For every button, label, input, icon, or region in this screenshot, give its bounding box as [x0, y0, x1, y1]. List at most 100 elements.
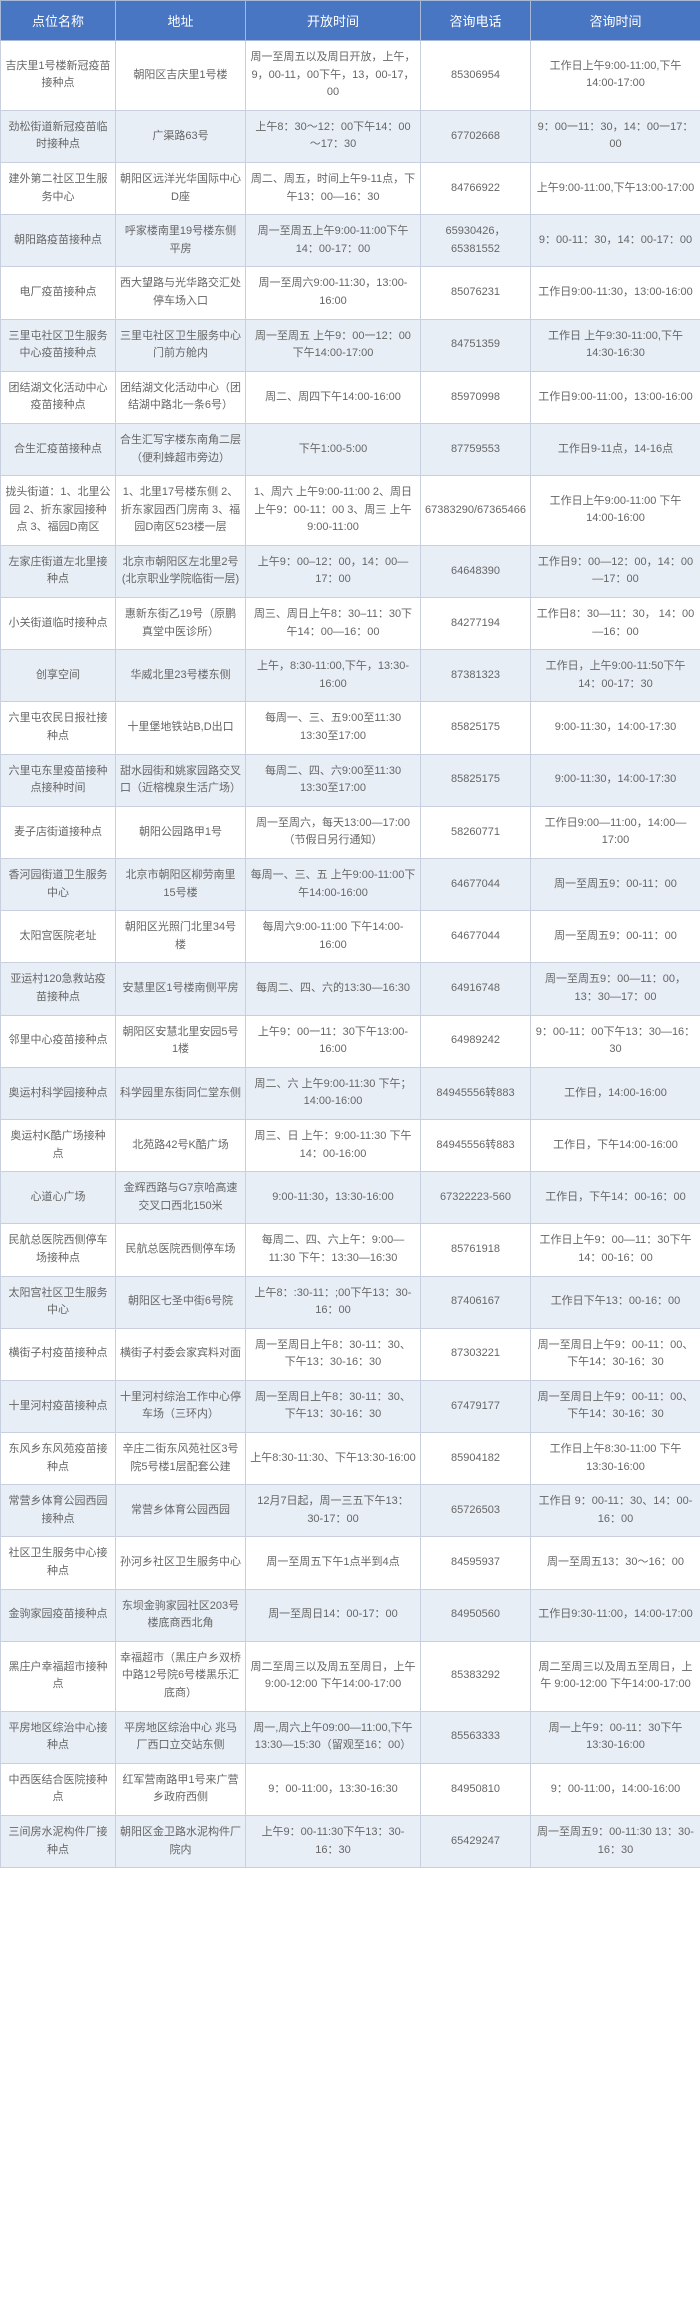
cell-4: 工作日9-11点，14-16点	[531, 423, 700, 475]
cell-0: 电厂疫苗接种点	[1, 267, 116, 319]
cell-1: 横街子村委会家宾料对面	[116, 1328, 246, 1380]
cell-3: 84766922	[421, 162, 531, 214]
cell-3: 67702668	[421, 110, 531, 162]
cell-1: 三里屯社区卫生服务中心门前方舱内	[116, 319, 246, 371]
cell-0: 合生汇疫苗接种点	[1, 423, 116, 475]
cell-0: 团结湖文化活动中心疫苗接种点	[1, 371, 116, 423]
cell-3: 84945556转883	[421, 1119, 531, 1171]
cell-1: 安慧里区1号楼南侧平房	[116, 963, 246, 1015]
table-row: 建外第二社区卫生服务中心朝阳区远洋光华国际中心D座周二、周五，时间上午9-11点…	[1, 162, 700, 214]
cell-4: 周一至周五9：00-11：00	[531, 859, 700, 911]
cell-1: 广渠路63号	[116, 110, 246, 162]
cell-0: 十里河村疫苗接种点	[1, 1380, 116, 1432]
cell-1: 北苑路42号K酷广场	[116, 1119, 246, 1171]
column-header-4: 咨询时间	[531, 1, 700, 41]
cell-4: 周一至周日上午9：00-11：00、下午14：30-16：30	[531, 1328, 700, 1380]
cell-0: 吉庆里1号楼新冠疫苗接种点	[1, 41, 116, 111]
cell-0: 劲松街道新冠疫苗临时接种点	[1, 110, 116, 162]
cell-2: 周三、周日上午8：30–11：30下午14：00—16：00	[246, 598, 421, 650]
cell-0: 三里屯社区卫生服务中心疫苗接种点	[1, 319, 116, 371]
table-row: 中西医结合医院接种点红军营南路甲1号来广营乡政府西侧9：00-11:00，13:…	[1, 1763, 700, 1815]
cell-2: 上午9：00–12：00，14：00—17：00	[246, 545, 421, 597]
cell-0: 黑庄户幸福超市接种点	[1, 1641, 116, 1711]
cell-0: 朝阳路疫苗接种点	[1, 215, 116, 267]
cell-1: 朝阳区吉庆里1号楼	[116, 41, 246, 111]
cell-4: 工作日，下午14:00-16:00	[531, 1119, 700, 1171]
cell-3: 87303221	[421, 1328, 531, 1380]
cell-2: 周一至周五 上午9：00一12：00下午14:00-17:00	[246, 319, 421, 371]
cell-1: 朝阳区安慧北里安园5号1楼	[116, 1015, 246, 1067]
table-row: 奥运村K酷广场接种点北苑路42号K酷广场周三、日 上午：9:00-11:30 下…	[1, 1119, 700, 1171]
cell-4: 9:00-11:30，14:00-17:30	[531, 702, 700, 754]
cell-2: 每周二、四、六上午：9:00—11:30 下午：13:30—16:30	[246, 1224, 421, 1276]
cell-1: 甜水园街和姚家园路交叉口（近榕槐泉生活广场）	[116, 754, 246, 806]
table-row: 六里屯东里疫苗接种点接种时间甜水园街和姚家园路交叉口（近榕槐泉生活广场）每周二、…	[1, 754, 700, 806]
cell-3: 85761918	[421, 1224, 531, 1276]
cell-0: 邻里中心疫苗接种点	[1, 1015, 116, 1067]
cell-0: 太阳宫医院老址	[1, 911, 116, 963]
table-row: 金驹家园疫苗接种点东坝金驹家园社区203号楼底商西北角周一至周日14：00-17…	[1, 1589, 700, 1641]
cell-3: 85904182	[421, 1433, 531, 1485]
cell-2: 9:00-11:30，13:30-16:00	[246, 1172, 421, 1224]
cell-3: 85825175	[421, 754, 531, 806]
cell-4: 周二至周三以及周五至周日，上午 9:00-12:00 下午14:00-17:00	[531, 1641, 700, 1711]
cell-0: 六里屯东里疫苗接种点接种时间	[1, 754, 116, 806]
cell-0: 三间房水泥构件厂接种点	[1, 1815, 116, 1867]
cell-2: 周二、周五，时间上午9-11点，下午13：00—16：30	[246, 162, 421, 214]
cell-4: 9：00-11:00，14:00-16:00	[531, 1763, 700, 1815]
cell-2: 上午8:30-11:30、下午13:30-16:00	[246, 1433, 421, 1485]
table-row: 左家庄街道左北里接种点北京市朝阳区左北里2号(北京职业学院临街一层)上午9：00…	[1, 545, 700, 597]
table-row: 麦子店街道接种点朝阳公园路甲1号周一至周六，每天13:00—17:00（节假日另…	[1, 806, 700, 858]
cell-1: 北京市朝阳区左北里2号(北京职业学院临街一层)	[116, 545, 246, 597]
cell-3: 65726503	[421, 1485, 531, 1537]
cell-3: 64677044	[421, 859, 531, 911]
cell-0: 横街子村疫苗接种点	[1, 1328, 116, 1380]
table-header: 点位名称地址开放时间咨询电话咨询时间	[1, 1, 700, 41]
cell-3: 64916748	[421, 963, 531, 1015]
cell-2: 周一,周六上午09:00—11:00,下午13:30—15:30（留观至16：0…	[246, 1711, 421, 1763]
cell-2: 下午1:00-5:00	[246, 423, 421, 475]
cell-1: 十里堡地铁站B,D出口	[116, 702, 246, 754]
cell-0: 社区卫生服务中心接种点	[1, 1537, 116, 1589]
table-row: 朝阳路疫苗接种点呼家楼南里19号楼东侧平房周一至周五上午9:00-11:00下午…	[1, 215, 700, 267]
cell-4: 工作日 上午9:30-11:00,下午14:30-16:30	[531, 319, 700, 371]
cell-3: 64989242	[421, 1015, 531, 1067]
cell-0: 心道心广场	[1, 1172, 116, 1224]
cell-4: 工作日 9：00-11：30、14：00-16：00	[531, 1485, 700, 1537]
table-row: 劲松街道新冠疫苗临时接种点广渠路63号上午8：30～12：00下午14：00～1…	[1, 110, 700, 162]
cell-1: 孙河乡社区卫生服务中心	[116, 1537, 246, 1589]
cell-0: 六里屯农民日报社接种点	[1, 702, 116, 754]
cell-4: 工作日9：00—12：00，14：00—17：00	[531, 545, 700, 597]
cell-2: 12月7日起，周一三五下午13：30-17：00	[246, 1485, 421, 1537]
cell-4: 周一至周五9：00-11：00	[531, 911, 700, 963]
cell-4: 工作日9:00—11:00，14:00—17:00	[531, 806, 700, 858]
cell-3: 85306954	[421, 41, 531, 111]
table-row: 三里屯社区卫生服务中心疫苗接种点三里屯社区卫生服务中心门前方舱内周一至周五 上午…	[1, 319, 700, 371]
cell-3: 87759553	[421, 423, 531, 475]
cell-4: 上午9:00-11:00,下午13:00-17:00	[531, 162, 700, 214]
cell-4: 周一至周五9：00—11：00，13：30—17：00	[531, 963, 700, 1015]
cell-3: 87381323	[421, 650, 531, 702]
table-row: 合生汇疫苗接种点合生汇写字楼东南角二层（便利蜂超市旁边）下午1:00-5:008…	[1, 423, 700, 475]
cell-2: 周三、日 上午：9:00-11:30 下午14：00-16:00	[246, 1119, 421, 1171]
cell-1: 呼家楼南里19号楼东侧平房	[116, 215, 246, 267]
cell-0: 民航总医院西侧停车场接种点	[1, 1224, 116, 1276]
cell-3: 85076231	[421, 267, 531, 319]
table-row: 太阳宫社区卫生服务中心朝阳区七圣中街6号院上午8：:30-11：;00下午13：…	[1, 1276, 700, 1328]
cell-0: 小关街道临时接种点	[1, 598, 116, 650]
cell-2: 上午9：00一11：30下午13:00-16:00	[246, 1015, 421, 1067]
cell-1: 朝阳区金卫路水泥构件厂院内	[116, 1815, 246, 1867]
table-body: 吉庆里1号楼新冠疫苗接种点朝阳区吉庆里1号楼周一至周五以及周日开放，上午，9，0…	[1, 41, 700, 1868]
cell-2: 周一至周日上午8：30-11：30、下午13：30-16：30	[246, 1328, 421, 1380]
cell-3: 67479177	[421, 1380, 531, 1432]
cell-2: 周一至周日上午8：30-11：30、下午13：30-16：30	[246, 1380, 421, 1432]
cell-3: 85383292	[421, 1641, 531, 1711]
cell-3: 85970998	[421, 371, 531, 423]
cell-3: 64677044	[421, 911, 531, 963]
cell-3: 64648390	[421, 545, 531, 597]
table-row: 香河园街道卫生服务中心北京市朝阳区柳劳南里15号楼每周一、三、五 上午9:00-…	[1, 859, 700, 911]
cell-0: 香河园街道卫生服务中心	[1, 859, 116, 911]
cell-4: 工作日上午9:00-11:00 下午14:00-16:00	[531, 476, 700, 546]
cell-4: 9：00一11：30，14：00一17：00	[531, 110, 700, 162]
cell-1: 民航总医院西侧停车场	[116, 1224, 246, 1276]
